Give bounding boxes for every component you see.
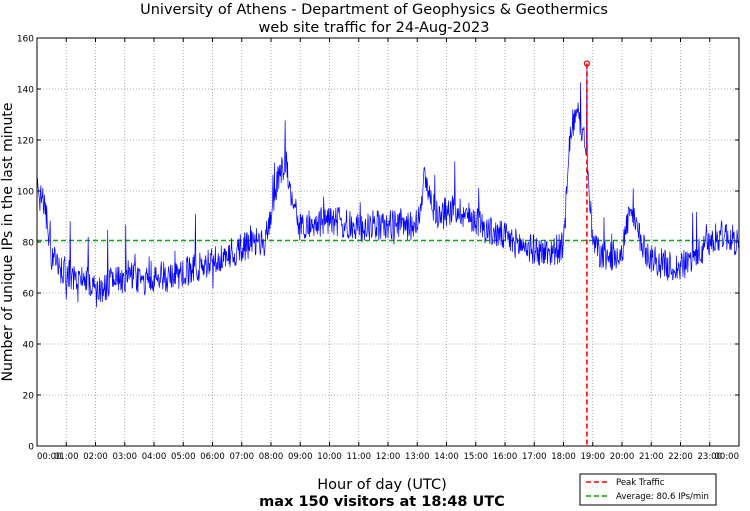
x-tick-label: 21:00 [639,452,664,462]
x-tick-label: 10:00 [317,452,342,462]
x-tick-label: 00:00 [37,452,62,462]
traffic-series-line [36,63,740,308]
x-tick-label: 11:00 [347,452,372,462]
legend-box [579,473,717,506]
x-tick-label: 04:00 [142,452,167,462]
y-tick-label: 120 [17,137,34,147]
x-tick-label: 01:00 [54,452,79,462]
x-tick-label: 13:00 [405,452,430,462]
x-tick-label: 06:00 [200,452,225,462]
y-tick-label: 0 [28,443,34,453]
peak-marker-layer [583,60,591,446]
x-tick-label: 23:00 [698,452,723,462]
peak-point [583,60,591,67]
y-axis-ticks: 0 20 40 60 80 100 120 140 160 [17,35,739,453]
chart-subtitle: web site traffic for 24-Aug-2023 [259,20,490,36]
y-axis-label: Number of unique IPs in the last minute [0,103,16,382]
legend-peak-label: Peak Traffic [616,478,665,488]
y-tick-label: 140 [17,86,34,96]
x-tick-label: 20:00 [610,452,635,462]
x-tick-label: 08:00 [259,452,284,462]
x-tick-label: 12:00 [376,452,401,462]
x-tick-label: 07:00 [230,452,255,462]
x-tick-label: 18:00 [551,452,576,462]
legend: Peak Traffic Average: 80.6 IPs/min [579,473,717,506]
x-tick-label: 16:00 [493,452,518,462]
y-tick-label: 160 [17,35,34,45]
chart-title: University of Athens - Department of Geo… [140,2,608,18]
y-tick-label: 80 [23,239,35,249]
y-tick-label: 20 [23,392,35,402]
legend-average-label: Average: 80.6 IPs/min [616,492,709,502]
x-tick-label: 17:00 [522,452,547,462]
x-tick-label: 15:00 [464,452,489,462]
x-tick-label: 19:00 [581,452,606,462]
x-tick-label: 22:00 [668,452,693,462]
series-layer [36,63,740,308]
x-tick-label: 03:00 [113,452,138,462]
grid-lines [37,38,739,446]
peak-summary: max 150 visitors at 18:48 UTC [259,494,505,510]
x-tick-label: 00:00 [715,452,740,462]
x-tick-label: 09:00 [288,452,313,462]
x-tick-label: 02:00 [83,452,108,462]
x-tick-label: 05:00 [171,452,196,462]
y-tick-label: 40 [23,341,35,351]
x-axis-label: Hour of day (UTC) [317,477,446,493]
y-tick-label: 60 [23,290,35,300]
x-tick-label: 14:00 [434,452,459,462]
y-tick-label: 100 [17,188,34,198]
